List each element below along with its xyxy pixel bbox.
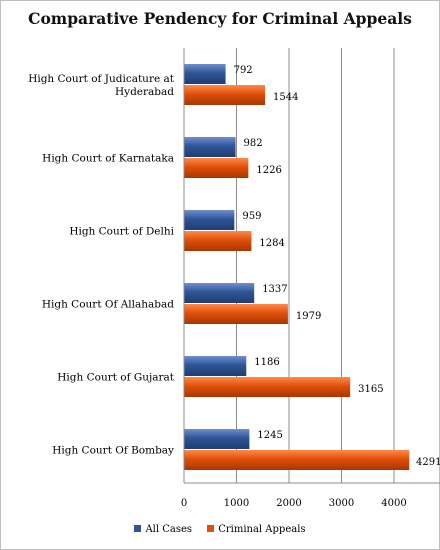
chart-title: Comparative Pendency for Criminal Appeal… [28, 9, 412, 28]
bar-value-label: 1226 [256, 165, 281, 176]
category-label: High Court of Judicature at Hyderabad [28, 73, 175, 98]
legend-swatch-criminal-appeals [207, 525, 215, 532]
bar-criminal-appeals[interactable] [184, 377, 351, 397]
bar-value-label: 3165 [358, 384, 383, 395]
category-label: High Court of Karnataka [42, 153, 174, 165]
x-tick-label: 1000 [224, 498, 249, 509]
bar-value-label: 1245 [257, 430, 282, 441]
bar-all-cases[interactable] [184, 429, 250, 449]
bar-value-label: 982 [244, 138, 263, 149]
bar-all-cases[interactable] [184, 64, 226, 84]
bar-all-cases[interactable] [184, 137, 236, 157]
x-tick-label: 2000 [276, 498, 301, 509]
bar-all-cases[interactable] [184, 356, 247, 376]
chart-legend: All Cases Criminal Appeals [0, 524, 440, 535]
bar-value-label: 4291 [416, 457, 440, 468]
bar-all-cases[interactable] [184, 210, 235, 230]
x-tick-label: 4000 [381, 498, 406, 509]
category-label: High Court Of Allahabad [42, 299, 174, 311]
bar-criminal-appeals[interactable] [184, 304, 288, 324]
category-label: High Court of Gujarat [57, 372, 175, 384]
category-label: High Court Of Bombay [52, 445, 174, 457]
x-tick-label: 0 [181, 498, 187, 509]
bar-criminal-appeals[interactable] [184, 450, 410, 470]
x-tick-label: 3000 [329, 498, 354, 509]
bar-value-label: 1186 [254, 357, 279, 368]
bar-value-label: 1979 [296, 311, 321, 322]
bar-value-label: 959 [242, 211, 261, 222]
bar-value-label: 1544 [273, 92, 298, 103]
legend-label-criminal-appeals: Criminal Appeals [218, 524, 306, 535]
bar-criminal-appeals[interactable] [184, 85, 266, 105]
bar-all-cases[interactable] [184, 283, 255, 303]
bar-value-label: 792 [234, 65, 253, 76]
bar-criminal-appeals[interactable] [184, 231, 252, 251]
legend-label-all-cases: All Cases [145, 524, 193, 535]
bar-value-label: 1337 [262, 284, 287, 295]
legend-item-all-cases[interactable]: All Cases [134, 524, 192, 535]
category-label: High Court of Delhi [69, 226, 174, 238]
legend-swatch-all-cases [134, 525, 142, 532]
bar-value-label: 1284 [259, 238, 284, 249]
legend-item-criminal-appeals[interactable]: Criminal Appeals [207, 524, 306, 535]
bar-criminal-appeals[interactable] [184, 158, 249, 178]
